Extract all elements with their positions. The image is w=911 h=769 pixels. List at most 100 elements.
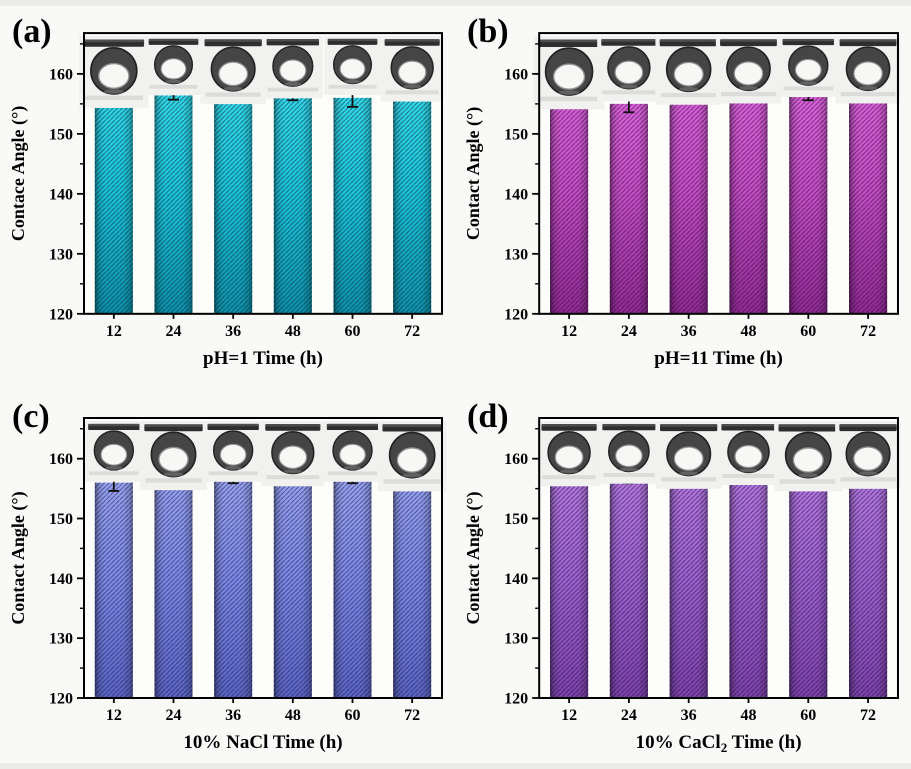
bar — [273, 474, 312, 698]
droplet-photo — [537, 421, 601, 487]
x-tick-label: 60 — [800, 323, 816, 340]
panel-label: (a) — [12, 13, 52, 50]
bar — [94, 84, 133, 314]
bar — [789, 95, 828, 314]
bar — [669, 89, 708, 314]
x-tick-label: 60 — [345, 323, 361, 340]
x-axis-title: pH=11 Time (h) — [654, 348, 783, 369]
droplet-photo — [323, 36, 382, 96]
x-tick-label: 72 — [404, 323, 420, 340]
x-tick-label: 12 — [106, 707, 122, 724]
plot-frame — [83, 417, 443, 699]
x-tick-label: 36 — [681, 707, 697, 724]
bar — [550, 479, 589, 698]
x-tick-label: 12 — [561, 323, 577, 340]
x-tick-label: 36 — [225, 707, 241, 724]
bar — [273, 95, 312, 314]
bar — [550, 89, 589, 314]
panel-c: 120 130 140 150 160 12 24 36 48 60 72 Contact Angle… — [0, 385, 455, 769]
bar — [393, 92, 432, 314]
x-tick-label: 24 — [621, 323, 637, 340]
bar — [94, 482, 133, 698]
bar — [214, 479, 253, 698]
droplet-photo — [835, 421, 902, 489]
y-tick-label: 130 — [49, 631, 73, 648]
x-tick-label: 12 — [106, 323, 122, 340]
y-tick-label: 140 — [49, 571, 73, 588]
y-tick-label: 140 — [49, 186, 73, 203]
page-edge-top — [0, 0, 911, 6]
bar — [154, 474, 193, 698]
bar — [789, 474, 828, 698]
bar-chart: 120 130 140 150 160 12 24 36 48 60 72 Contact Angle… — [463, 398, 902, 755]
y-tick-label: 130 — [49, 246, 73, 263]
y-tick-label: 120 — [49, 306, 73, 323]
bar — [609, 479, 648, 698]
droplet-photo — [140, 421, 207, 491]
y-axis-title: Contact Angle (°) — [8, 491, 29, 624]
droplet-photo — [717, 421, 780, 485]
droplet-photo — [774, 421, 843, 492]
y-tick-label: 160 — [504, 66, 528, 83]
panel-label: (d) — [467, 398, 509, 435]
bar-chart: 120 130 140 150 160 12 24 36 48 60 72 Contact Angle… — [8, 398, 447, 753]
y-tick-label: 120 — [504, 306, 528, 323]
panel-a: 120 130 140 150 160 12 24 36 48 60 72 Contace Angle… — [0, 0, 455, 385]
y-axis-title: Contact Angle (°) — [463, 107, 484, 240]
bar — [333, 479, 372, 698]
plot-frame — [538, 417, 899, 699]
droplet-photo — [778, 36, 838, 98]
y-tick-label: 160 — [504, 451, 528, 468]
x-tick-label: 24 — [166, 323, 182, 340]
y-tick-label: 150 — [49, 511, 73, 528]
y-tick-label: 150 — [49, 126, 73, 143]
x-tick-label: 48 — [740, 707, 756, 724]
bar — [609, 103, 648, 314]
panel-d: 120 130 140 150 160 12 24 36 48 60 72 Contact Angle… — [455, 385, 911, 769]
bar — [669, 474, 708, 698]
panel-label: (c) — [12, 398, 50, 435]
droplet-photo — [203, 421, 263, 482]
bar — [154, 95, 193, 314]
x-tick-label: 60 — [345, 707, 361, 724]
y-tick-label: 140 — [504, 186, 528, 203]
x-tick-label: 60 — [800, 707, 816, 724]
droplet-photo — [655, 421, 722, 489]
x-tick-label: 48 — [740, 323, 756, 340]
droplet-photo — [380, 36, 444, 102]
droplet-photo — [79, 36, 149, 108]
x-tick-label: 36 — [681, 323, 697, 340]
droplet-photo — [261, 421, 325, 487]
droplet-photo — [597, 36, 661, 102]
x-tick-label: 24 — [166, 707, 182, 724]
panel-b: 120 130 140 150 160 12 24 36 48 60 72 Contact Angle… — [455, 0, 911, 385]
bar — [849, 474, 888, 698]
y-tick-label: 130 — [504, 246, 528, 263]
x-tick-label: 72 — [404, 707, 420, 724]
y-tick-label: 130 — [504, 631, 528, 648]
x-axis-title: 10% NaCl Time (h) — [183, 732, 342, 753]
y-tick-label: 150 — [504, 511, 528, 528]
droplet-photo — [835, 36, 901, 104]
droplet-photo — [200, 36, 267, 105]
bar-chart: 120 130 140 150 160 12 24 36 48 60 72 Contact Angle… — [463, 13, 901, 369]
droplet-photo — [262, 36, 323, 99]
bar — [729, 92, 768, 314]
droplet-photo — [378, 421, 447, 492]
bar-chart: 120 130 140 150 160 12 24 36 48 60 72 Contace Angle… — [8, 13, 444, 369]
droplet-photo — [598, 421, 660, 484]
droplet-photo — [533, 36, 605, 110]
x-tick-label: 72 — [860, 707, 876, 724]
y-axis-title: Contact Angle (°) — [463, 491, 484, 624]
bar — [849, 89, 888, 314]
bar — [393, 474, 432, 698]
y-tick-label: 120 — [504, 691, 528, 708]
y-tick-label: 160 — [49, 451, 73, 468]
droplet-photo — [144, 36, 203, 96]
x-tick-label: 24 — [621, 707, 637, 724]
x-tick-label: 72 — [860, 323, 876, 340]
bar — [333, 97, 372, 314]
y-tick-label: 140 — [504, 571, 528, 588]
bar — [729, 474, 768, 698]
